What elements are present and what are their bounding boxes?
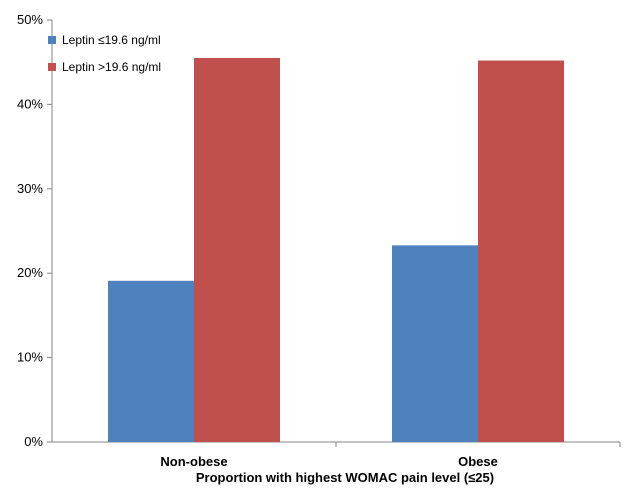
chart-bars — [108, 57, 564, 443]
x-category-label: Obese — [458, 454, 498, 469]
legend: Leptin ≤19.6 ng/ml Leptin >19.6 ng/ml — [48, 33, 161, 74]
bar-non-obese-series-1 — [108, 280, 194, 442]
y-axis-ticks: 0% 10% 20% 30% 40% 50% — [17, 12, 52, 449]
y-tick-label: 0% — [24, 434, 43, 449]
y-tick-label: 50% — [17, 12, 43, 27]
legend-swatch — [48, 36, 56, 44]
legend-entry-label: Leptin >19.6 ng/ml — [62, 60, 161, 74]
y-tick-label: 10% — [17, 350, 43, 365]
y-tick-label: 30% — [17, 181, 43, 196]
x-axis-category-labels: Non-obese Obese — [160, 442, 621, 469]
legend-entry-label: Leptin ≤19.6 ng/ml — [62, 33, 161, 47]
y-tick-label: 20% — [17, 265, 43, 280]
x-category-label: Non-obese — [160, 454, 227, 469]
x-axis-label: Proportion with highest WOMAC pain level… — [196, 470, 494, 485]
bar-obese-series-1 — [392, 245, 478, 442]
y-tick-label: 40% — [17, 96, 43, 111]
bar-non-obese-series-2 — [194, 57, 280, 442]
legend-swatch — [48, 63, 56, 71]
bar-obese-series-2 — [478, 60, 564, 443]
